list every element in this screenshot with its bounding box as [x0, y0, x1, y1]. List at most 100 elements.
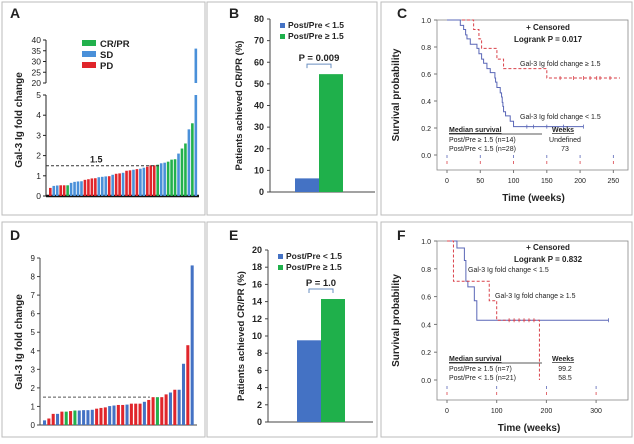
bar — [134, 403, 138, 425]
legend-swatch — [82, 51, 96, 57]
bar — [94, 178, 97, 196]
bar — [52, 185, 56, 196]
y-tick-label: 4 — [257, 383, 262, 393]
bar — [160, 397, 164, 425]
y-tick-label: 0.4 — [421, 99, 431, 106]
plot-frame — [436, 19, 629, 171]
bar — [87, 179, 90, 196]
y-tick-label: 80 — [254, 14, 264, 24]
bar — [121, 404, 125, 425]
legend-label: Post/Pre < 1.5 — [288, 20, 344, 30]
bar — [135, 169, 139, 196]
bar — [82, 410, 86, 425]
median-table-value: 58.5 — [558, 375, 572, 382]
y-tick-label: 35 — [32, 46, 42, 56]
panel-label: A — [10, 5, 20, 21]
y-tick-label: 0.0 — [421, 378, 431, 385]
significance-bracket — [308, 288, 334, 294]
y-tick-label: 0.2 — [421, 350, 431, 357]
bar — [191, 123, 194, 196]
y-tick-label: 10 — [254, 165, 264, 175]
bar — [66, 185, 69, 196]
legend-swatch — [278, 265, 283, 270]
p-value-label: P = 1.0 — [306, 278, 336, 289]
y-tick-label: 0.8 — [421, 45, 431, 52]
y-tick-label: 9 — [31, 254, 36, 263]
x-tick-label: 100 — [491, 408, 503, 415]
panel-border — [206, 221, 378, 438]
x-axis-label: Time (weeks) — [498, 423, 561, 434]
median-table-group: Post/Pre ≥ 1.5 (n=14) — [449, 137, 516, 144]
y-tick-label: 4 — [31, 347, 36, 356]
censored-legend: + Censored — [526, 23, 570, 32]
bar — [100, 176, 104, 196]
curve-label: Gal-3 Ig fold change ≥ 1.5 — [495, 293, 576, 300]
bar — [146, 166, 149, 196]
y-tick-label: 6 — [257, 365, 262, 375]
y-tick-label: 0.6 — [421, 72, 431, 79]
bar — [73, 410, 77, 425]
y-tick-label: 1.0 — [421, 18, 431, 25]
x-tick-label: 0 — [445, 178, 449, 185]
legend-swatch — [278, 254, 283, 259]
bar — [151, 397, 155, 425]
bar — [132, 169, 135, 196]
panel-border — [206, 1, 378, 216]
legend-label: Post/Pre ≥ 1.5 — [288, 31, 344, 41]
bar — [103, 407, 107, 425]
median-table-group: Post/Pre < 1.5 (n=28) — [449, 146, 516, 153]
panel-label: E — [229, 227, 238, 243]
y-tick-label: 14 — [252, 297, 262, 307]
panel-border — [1, 1, 206, 216]
legend-label: PD — [100, 61, 113, 72]
bar — [163, 162, 166, 196]
y-tick-label: 2 — [36, 151, 41, 161]
bar-high — [321, 299, 345, 422]
curve-label: Gal-3 Ig fold change < 1.5 — [468, 267, 549, 274]
significance-bracket — [306, 63, 332, 69]
bar — [147, 399, 151, 425]
bar — [112, 405, 116, 425]
bar — [104, 176, 108, 196]
panel-label: B — [229, 5, 239, 21]
bar — [121, 172, 125, 196]
y-tick-label: 12 — [252, 314, 262, 324]
p-value-label: P = 0.009 — [299, 53, 340, 64]
bar — [159, 163, 163, 196]
y-tick-label: 3 — [31, 365, 36, 374]
y-tick-label: 5 — [31, 328, 36, 337]
bar — [166, 161, 170, 196]
y-tick-label: 0 — [259, 187, 264, 197]
bar — [73, 181, 76, 196]
bar — [128, 170, 132, 196]
y-axis-label: Survival probability — [391, 274, 402, 367]
y-tick-label: 30 — [254, 122, 264, 132]
bar — [129, 403, 133, 425]
bar — [125, 170, 128, 196]
median-table-group: Post/Pre < 1.5 (n=21) — [449, 375, 516, 382]
bar — [95, 408, 99, 425]
y-axis-label: Gal-3 Ig fold change — [14, 72, 25, 168]
y-tick-label: 20 — [32, 78, 42, 88]
panel-label: C — [397, 5, 407, 21]
panel-label: D — [10, 227, 20, 243]
bar — [97, 177, 101, 196]
bar — [177, 153, 180, 196]
y-tick-label: 20 — [252, 245, 262, 255]
y-tick-label: 5 — [36, 90, 41, 100]
panel-label: F — [397, 227, 406, 243]
bar — [47, 418, 51, 425]
x-tick-label: 250 — [608, 178, 620, 185]
bar — [90, 178, 94, 196]
y-axis-label: Survival probability — [391, 48, 402, 141]
y-tick-label: 1 — [36, 171, 41, 181]
censored-legend: + Censored — [526, 243, 570, 252]
y-tick-label: 40 — [32, 35, 42, 45]
legend-label: CR/PR — [100, 39, 130, 50]
bar-high — [319, 74, 343, 192]
bar — [155, 397, 159, 425]
y-tick-label: 0.0 — [421, 153, 431, 160]
threshold-label: 1.5 — [90, 155, 103, 165]
x-tick-label: 300 — [590, 408, 602, 415]
legend-swatch — [280, 34, 285, 39]
